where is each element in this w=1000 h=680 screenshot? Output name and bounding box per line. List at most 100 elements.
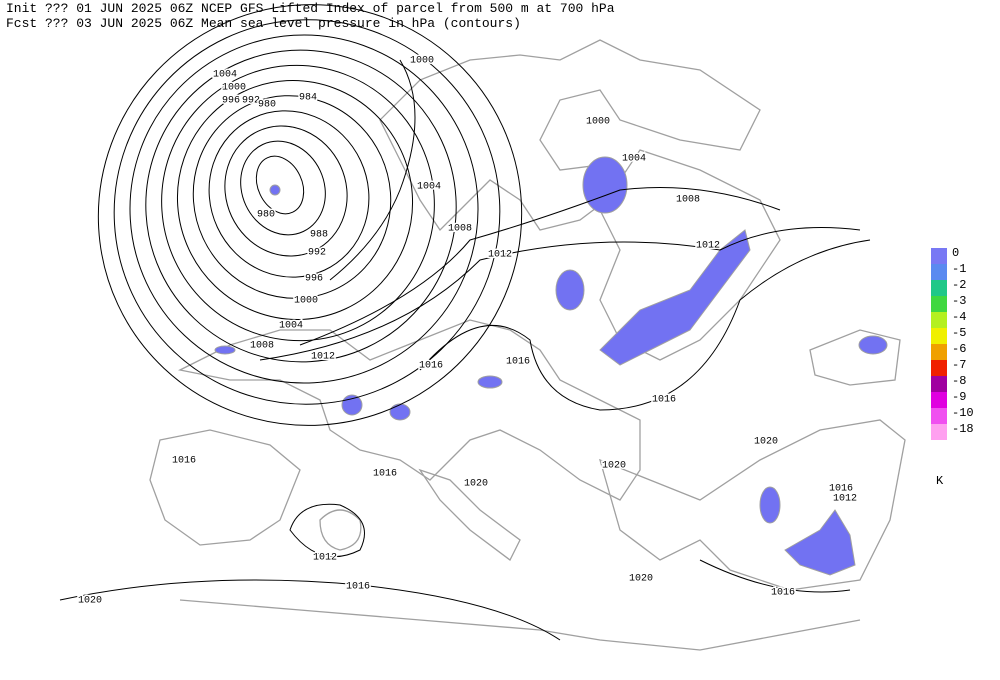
contour-label: 1016 [771, 588, 795, 599]
header-line: Fcst ??? 03 JUN 2025 06Z Mean sea level … [6, 16, 521, 31]
contour-label: 988 [310, 230, 328, 241]
iberia-outline [149, 429, 301, 546]
legend-swatch [931, 376, 947, 392]
contour-label: 1012 [488, 250, 512, 261]
legend-label: -5 [952, 326, 966, 340]
contour-label: 1000 [410, 56, 434, 67]
contour-label: 1004 [417, 182, 441, 193]
legend-swatch [931, 360, 947, 376]
isobar [97, 4, 523, 426]
isobar [259, 227, 861, 361]
li-area [389, 403, 411, 421]
legend-swatch [931, 280, 947, 296]
central-europe-outline [178, 319, 641, 501]
coastlines [149, 39, 906, 651]
island-outline [319, 509, 362, 551]
li-area [582, 156, 628, 214]
isobar [224, 125, 348, 257]
contour-label: 1008 [448, 224, 472, 235]
isobar [255, 155, 305, 215]
contour-label: 1004 [279, 321, 303, 332]
legend-label: -4 [952, 310, 966, 324]
russia-outline [599, 149, 781, 361]
contour-label: 980 [257, 210, 275, 221]
isobars [59, 4, 871, 641]
li-area [759, 486, 781, 524]
legend-label: -18 [952, 422, 974, 436]
contour-label: 1000 [222, 83, 246, 94]
contour-label: 1016 [373, 469, 397, 480]
legend-label: -10 [952, 406, 974, 420]
legend-label: -3 [952, 294, 966, 308]
contour-label: 1000 [586, 117, 610, 128]
contour-label: 1016 [172, 456, 196, 467]
contour-label: 1020 [464, 479, 488, 490]
italy-outline [418, 468, 521, 561]
isobar [699, 559, 851, 593]
isobar [145, 49, 457, 363]
li-area [555, 269, 585, 311]
isobar [192, 95, 392, 299]
legend-swatch [931, 328, 947, 344]
legend-label: -7 [952, 358, 966, 372]
li-area [477, 375, 503, 389]
contour-label: 1008 [676, 195, 700, 206]
isobar [113, 19, 501, 405]
legend-label: -2 [952, 278, 966, 292]
contour-label: 996 [305, 274, 323, 285]
contour-label: 1000 [294, 296, 318, 307]
contour-label: 996 [222, 96, 240, 107]
legend-swatch [931, 344, 947, 360]
isobar [59, 579, 561, 641]
legend-swatch [931, 408, 947, 424]
contour-label: 1012 [696, 241, 720, 252]
isobar [289, 503, 365, 558]
header-line: Init ??? 01 JUN 2025 06Z NCEP GFS Lifted… [6, 1, 615, 16]
contour-label: 1004 [622, 154, 646, 165]
legend-label: -9 [952, 390, 966, 404]
isobar [240, 140, 326, 236]
legend-label: -8 [952, 374, 966, 388]
caspian-outline [809, 329, 901, 386]
contour-label: 1020 [602, 461, 626, 472]
isobar [129, 34, 479, 384]
contour-label: 1020 [78, 596, 102, 607]
legend-label: -1 [952, 262, 966, 276]
contour-label: 1016 [652, 395, 676, 406]
contour-label: 1016 [829, 484, 853, 495]
li-area [214, 345, 236, 355]
legend-swatch [931, 248, 947, 264]
isobar [176, 80, 414, 320]
li-area [341, 394, 363, 416]
li-area [599, 229, 751, 366]
legend-label: 0 [952, 246, 959, 260]
contour-label: 1020 [754, 437, 778, 448]
isobar [208, 110, 370, 278]
legend-unit: K [936, 474, 944, 488]
legend-swatch [931, 296, 947, 312]
legend: 0 -1 -2 -3 -4 -5 -6 -7 -8 -9 -10 -18 K [931, 246, 974, 488]
contour-label: 1016 [506, 357, 530, 368]
legend-swatch [931, 392, 947, 408]
contour-label: 1016 [419, 361, 443, 372]
li-area [269, 184, 281, 196]
legend-label: -6 [952, 342, 966, 356]
contour-label: 1012 [313, 553, 337, 564]
scandinavia-outline [379, 39, 761, 232]
contour-label: 1008 [250, 341, 274, 352]
turkey-outline [599, 419, 906, 591]
contour-label: 1004 [213, 70, 237, 81]
legend-swatch [931, 312, 947, 328]
lifted-index-areas [214, 156, 888, 576]
li-area [784, 509, 856, 576]
contour-label: 992 [242, 96, 260, 107]
contour-label: 980 [258, 100, 276, 111]
legend-swatch [931, 424, 947, 440]
isobar [419, 239, 871, 411]
li-area [858, 335, 888, 355]
contour-label: 1020 [629, 574, 653, 585]
legend-swatch [931, 264, 947, 280]
